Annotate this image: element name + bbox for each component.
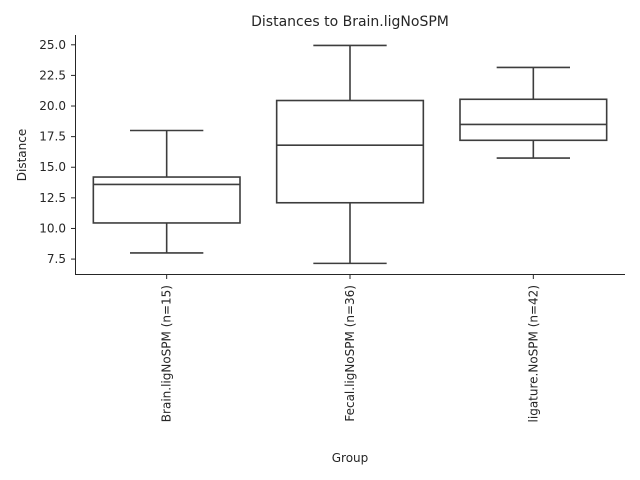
x-tick-label: ligature.NoSPM (n=42) (526, 285, 540, 422)
chart-title: Distances to Brain.ligNoSPM (251, 14, 449, 30)
iqr-box (275, 99, 425, 204)
plot-area (92, 44, 608, 265)
y-tick-label: 10.0 (39, 221, 66, 235)
box-group (275, 44, 425, 265)
x-axis-label: Group (332, 451, 369, 465)
x-tick-label: Brain.ligNoSPM (n=15) (160, 285, 174, 422)
y-tick-label: 7.5 (47, 252, 66, 266)
y-tick-label: 12.5 (39, 191, 66, 205)
y-tick-label: 15.0 (39, 160, 66, 174)
y-tick-label: 25.0 (39, 38, 66, 52)
y-tick-labels: 7.5 10.0 12.5 15.0 17.5 20.0 22.5 25.0 (39, 38, 75, 266)
iqr-box (459, 98, 608, 142)
y-tick-label: 22.5 (39, 68, 66, 82)
x-tick-labels: Brain.ligNoSPM (n=15) Fecal.ligNoSPM (n=3… (160, 275, 540, 422)
y-tick-label: 20.0 (39, 99, 66, 113)
y-tick-label: 17.5 (39, 130, 66, 144)
x-tick-label: Fecal.ligNoSPM (n=36) (343, 285, 357, 422)
box-group (92, 129, 241, 254)
box-group (459, 66, 608, 159)
y-axis-label: Distance (15, 129, 29, 181)
